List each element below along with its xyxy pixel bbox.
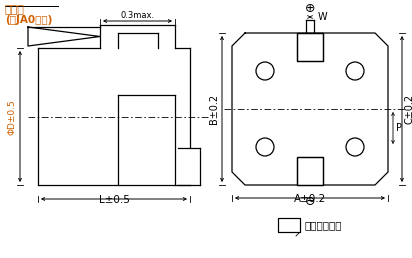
Bar xyxy=(297,157,323,185)
Text: 内：辅助端子: 内：辅助端子 xyxy=(305,220,342,230)
Text: 压力阀: 压力阀 xyxy=(5,5,25,15)
Text: B±0.2: B±0.2 xyxy=(209,94,219,124)
Text: ⊕: ⊕ xyxy=(305,2,315,15)
Bar xyxy=(278,218,300,232)
Bar xyxy=(278,218,300,232)
Text: (只JA0对应): (只JA0对应) xyxy=(5,15,52,25)
Text: A±0.2: A±0.2 xyxy=(294,194,326,204)
Bar xyxy=(297,33,323,61)
Text: ⊖: ⊖ xyxy=(305,195,315,208)
Bar xyxy=(297,157,323,185)
Bar xyxy=(297,33,323,61)
Text: 0.3max.: 0.3max. xyxy=(120,11,154,20)
Text: ΦD±0.5: ΦD±0.5 xyxy=(8,99,17,135)
Text: C±0.2: C±0.2 xyxy=(405,94,412,124)
Text: W: W xyxy=(318,12,328,22)
Text: P: P xyxy=(396,123,402,133)
Text: L±0.5: L±0.5 xyxy=(98,195,129,205)
